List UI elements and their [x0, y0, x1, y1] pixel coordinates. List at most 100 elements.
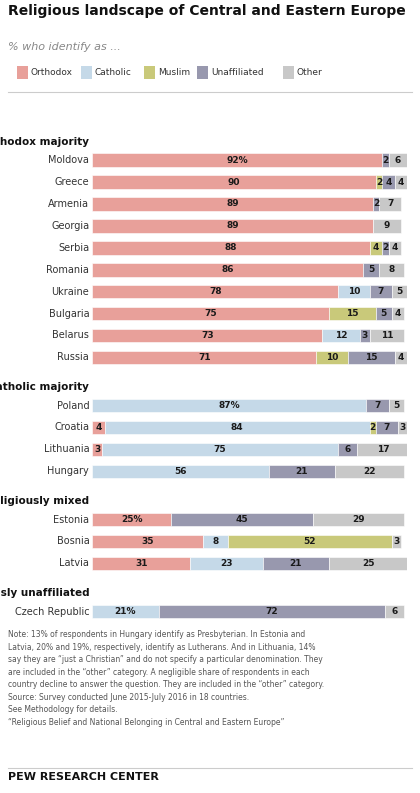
Bar — [382, 153, 388, 167]
Bar — [328, 307, 376, 320]
Text: Armenia: Armenia — [48, 199, 89, 209]
Bar — [348, 351, 395, 364]
Text: 5: 5 — [381, 309, 387, 318]
Text: % who identify as ...: % who identify as ... — [8, 42, 121, 52]
Text: 6: 6 — [392, 607, 398, 616]
Text: Latvia: Latvia — [59, 558, 89, 569]
Text: 78: 78 — [209, 287, 222, 296]
Bar — [92, 421, 105, 435]
Bar — [363, 263, 379, 277]
Text: Estonia: Estonia — [53, 515, 89, 524]
Text: Orthodox majority: Orthodox majority — [0, 136, 89, 147]
Text: 35: 35 — [141, 537, 154, 546]
Text: Lithuania: Lithuania — [44, 444, 89, 454]
Bar — [92, 465, 269, 478]
Bar — [313, 513, 404, 527]
Text: 4: 4 — [398, 353, 404, 362]
Text: 75: 75 — [214, 445, 226, 454]
Bar — [388, 153, 407, 167]
Text: 29: 29 — [352, 515, 365, 524]
Text: 8: 8 — [388, 265, 395, 274]
Bar — [382, 175, 395, 189]
Text: Unaffiliated: Unaffiliated — [211, 67, 264, 77]
Text: 89: 89 — [226, 221, 239, 231]
Text: 4: 4 — [373, 243, 379, 252]
Bar — [92, 307, 328, 320]
Text: 52: 52 — [304, 537, 316, 546]
Text: 17: 17 — [378, 445, 390, 454]
Text: 3: 3 — [94, 445, 100, 454]
Bar — [373, 197, 379, 211]
Text: 4: 4 — [95, 423, 102, 432]
Text: Czech Republic: Czech Republic — [15, 607, 89, 616]
Text: 84: 84 — [231, 423, 244, 432]
Text: Croatia: Croatia — [54, 423, 89, 432]
Text: 4: 4 — [385, 178, 392, 186]
Bar — [338, 442, 357, 456]
Text: 7: 7 — [378, 287, 384, 296]
Bar — [92, 605, 159, 619]
Text: 25%: 25% — [121, 515, 142, 524]
Bar — [92, 442, 102, 456]
Text: 10: 10 — [326, 353, 338, 362]
Text: Religiously mixed: Religiously mixed — [0, 496, 89, 506]
Text: 4: 4 — [395, 309, 401, 318]
Text: 86: 86 — [222, 265, 234, 274]
Text: 92%: 92% — [226, 155, 248, 165]
Bar — [376, 175, 382, 189]
Text: 75: 75 — [204, 309, 217, 318]
Bar — [382, 241, 388, 255]
Text: 3: 3 — [362, 331, 368, 340]
Text: 6: 6 — [395, 155, 401, 165]
Bar — [398, 421, 407, 435]
Text: 3: 3 — [393, 537, 399, 546]
Bar — [391, 534, 401, 548]
Text: 3: 3 — [399, 423, 406, 432]
Text: Hungary: Hungary — [47, 466, 89, 477]
Text: 2: 2 — [382, 155, 388, 165]
Text: Serbia: Serbia — [58, 243, 89, 253]
Bar — [92, 241, 370, 255]
Text: Ukraine: Ukraine — [52, 286, 89, 297]
Text: Georgia: Georgia — [51, 221, 89, 231]
Bar — [92, 534, 203, 548]
Bar — [376, 421, 398, 435]
Bar — [190, 557, 262, 570]
Text: 72: 72 — [265, 607, 278, 616]
Text: 2: 2 — [370, 423, 376, 432]
Text: 22: 22 — [363, 467, 376, 476]
Text: Orthodox: Orthodox — [31, 67, 73, 77]
Bar — [388, 399, 404, 412]
Text: 87%: 87% — [219, 401, 240, 410]
Bar — [379, 197, 401, 211]
Text: 8: 8 — [212, 537, 218, 546]
Bar — [391, 307, 404, 320]
Bar — [370, 421, 376, 435]
Text: 21%: 21% — [115, 607, 136, 616]
Bar — [92, 513, 171, 527]
Text: Majority religiously unaffiliated: Majority religiously unaffiliated — [0, 588, 89, 598]
Text: 11: 11 — [381, 331, 393, 340]
Text: 88: 88 — [225, 243, 237, 252]
Bar — [376, 307, 391, 320]
Bar — [92, 197, 373, 211]
Text: Religious landscape of Central and Eastern Europe: Religious landscape of Central and Easte… — [8, 4, 406, 18]
Text: 21: 21 — [296, 467, 308, 476]
Text: 5: 5 — [368, 265, 374, 274]
Bar — [92, 219, 373, 232]
Text: 12: 12 — [335, 331, 347, 340]
Text: 5: 5 — [393, 401, 399, 410]
Text: 10: 10 — [348, 287, 360, 296]
Bar — [386, 605, 404, 619]
Text: 6: 6 — [344, 445, 351, 454]
Bar — [92, 263, 363, 277]
Bar — [360, 328, 370, 343]
Text: Catholic majority: Catholic majority — [0, 382, 89, 392]
Text: 2: 2 — [382, 243, 388, 252]
Text: Muslim: Muslim — [158, 67, 190, 77]
Text: 2: 2 — [373, 200, 379, 209]
Text: 45: 45 — [236, 515, 248, 524]
Text: 71: 71 — [198, 353, 210, 362]
Bar — [92, 153, 382, 167]
Text: 5: 5 — [396, 287, 403, 296]
